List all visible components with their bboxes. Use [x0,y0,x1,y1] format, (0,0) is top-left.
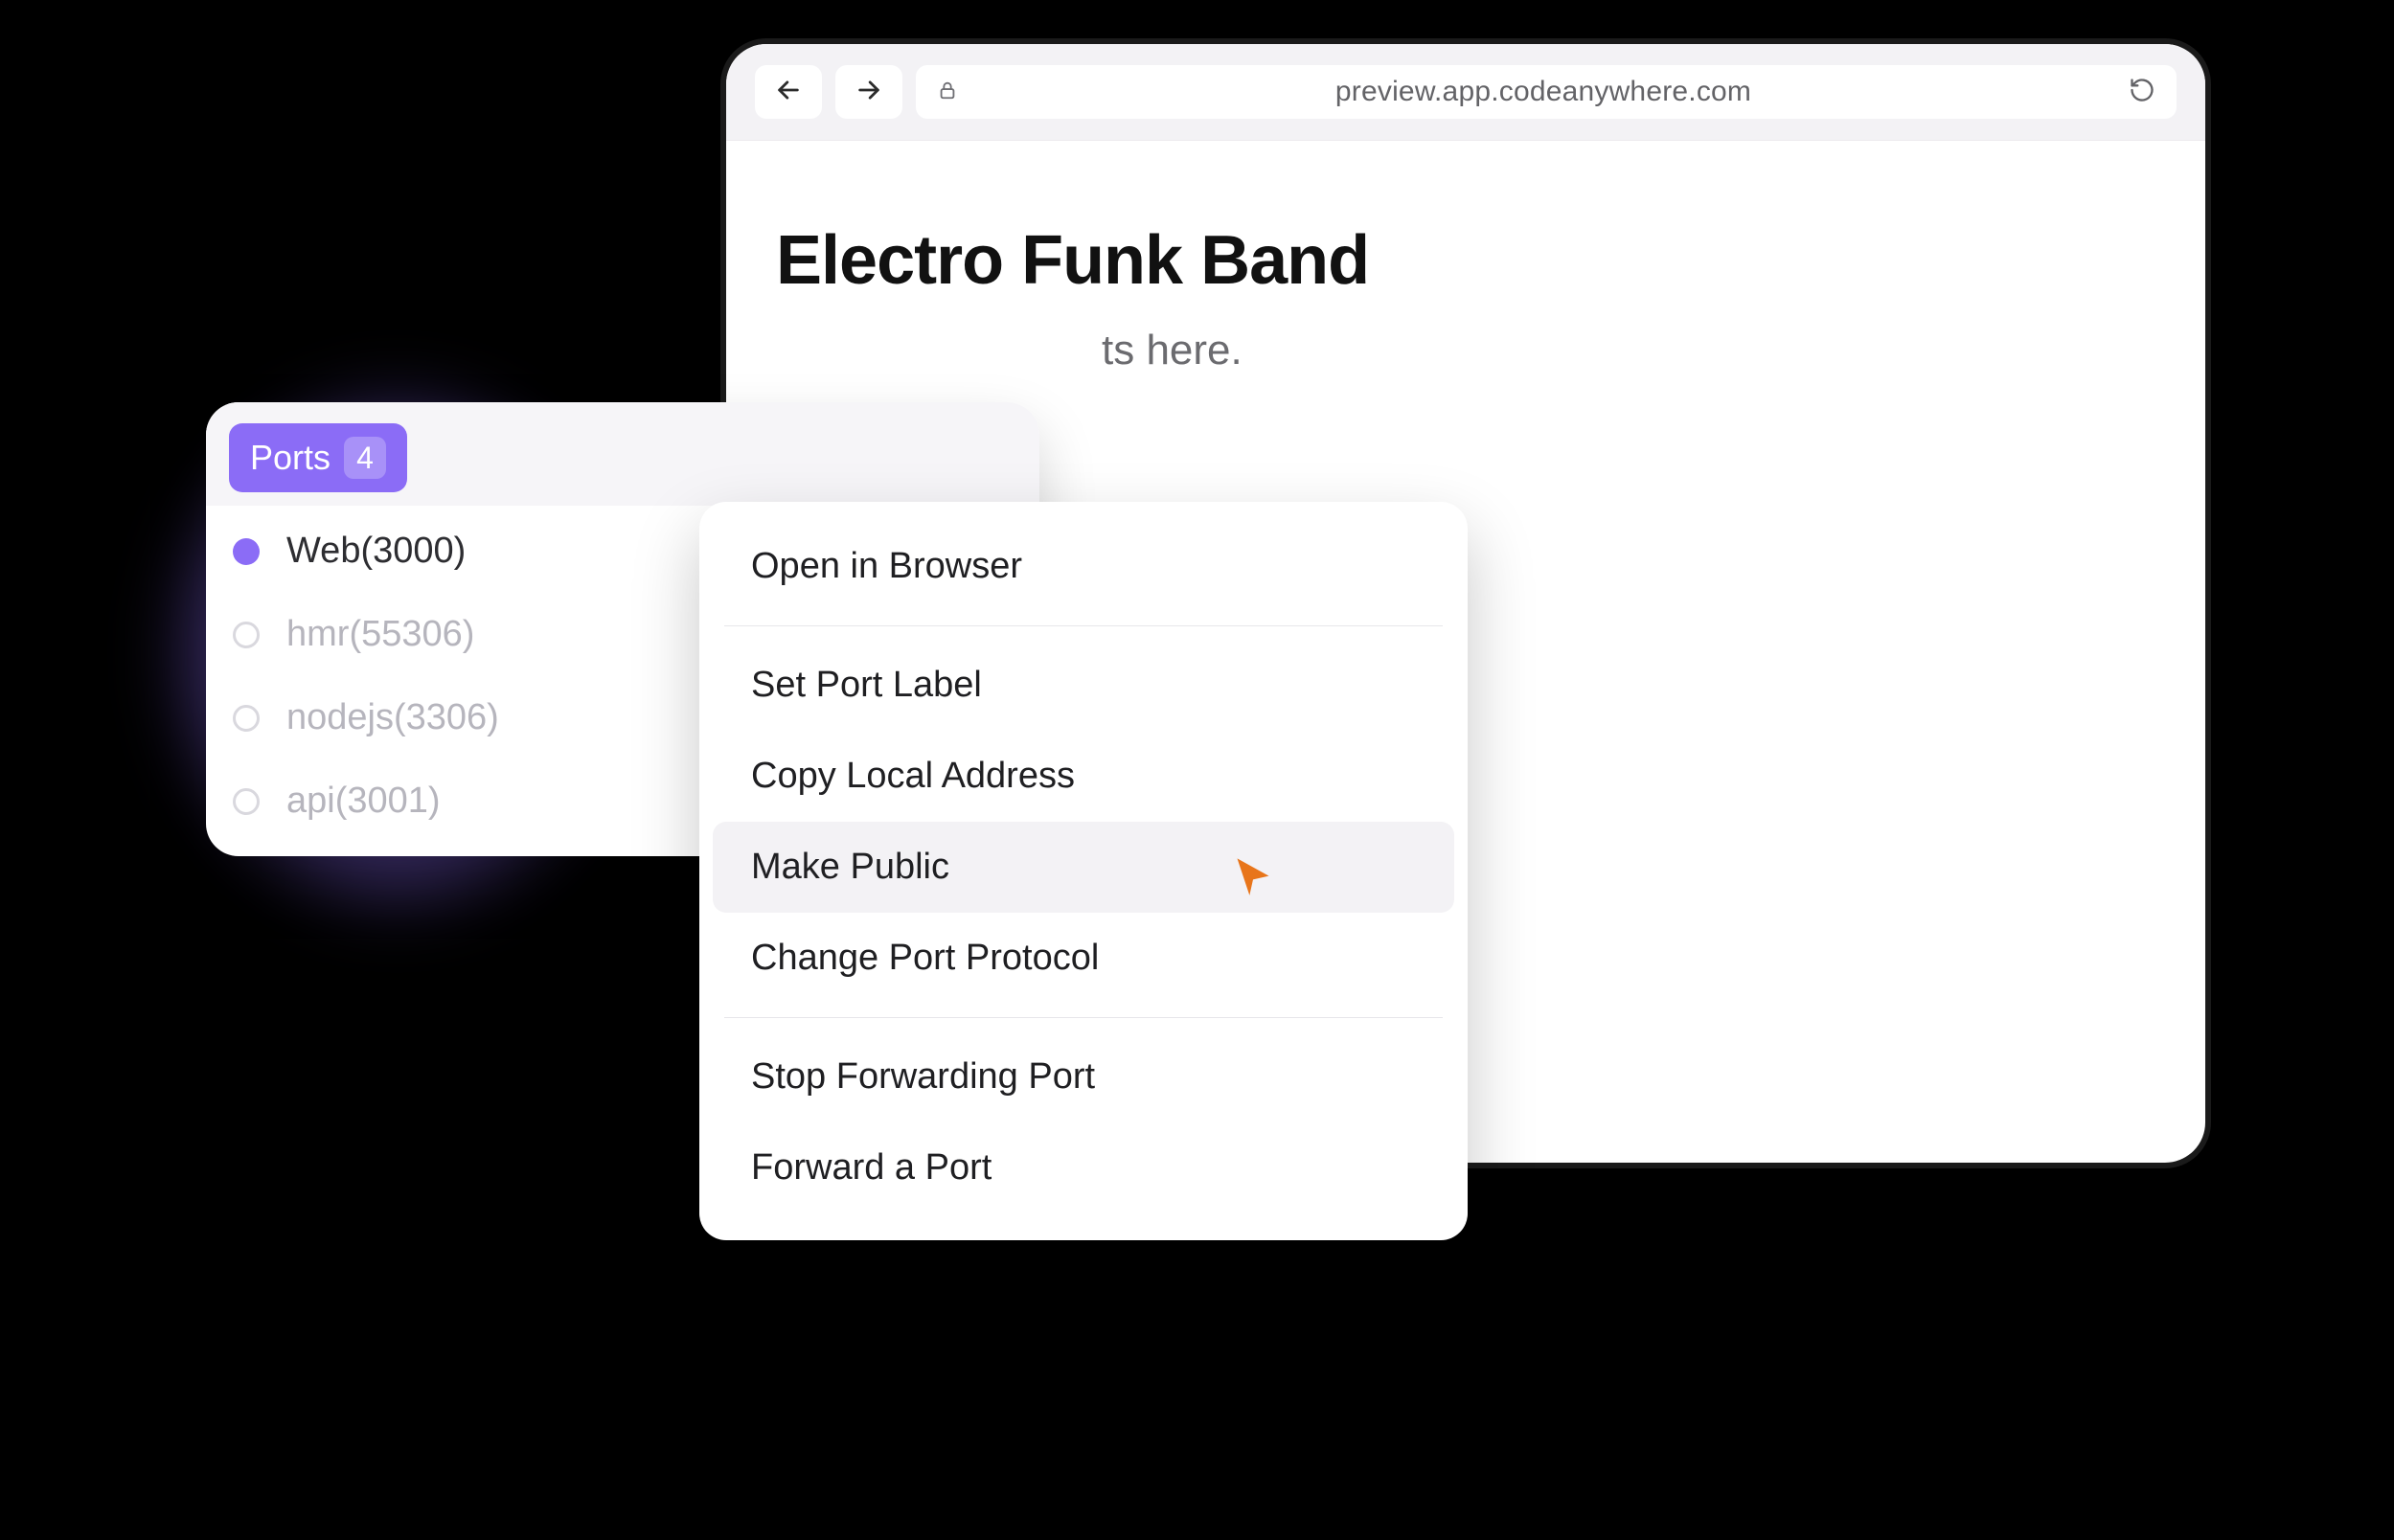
pointer-cursor-icon [1232,853,1274,899]
status-dot-icon [233,788,260,815]
ports-tab-label: Ports [250,438,331,478]
arrow-left-icon [775,77,802,108]
menu-divider [724,625,1443,626]
port-label: api(3001) [286,781,441,822]
port-label: nodejs(3306) [286,697,499,738]
menu-item[interactable]: Open in Browser [713,521,1454,612]
port-label: Web(3000) [286,531,466,572]
menu-item[interactable]: Stop Forwarding Port [713,1031,1454,1122]
url-bar[interactable]: preview.app.codeanywhere.com [916,65,2177,119]
lock-icon [937,79,958,106]
port-label: hmr(55306) [286,614,474,655]
ports-panel-header: Ports 4 [206,402,1039,506]
port-context-menu: Open in Browser Set Port LabelCopy Local … [699,502,1468,1240]
forward-button[interactable] [835,65,902,119]
status-dot-icon [233,622,260,648]
browser-toolbar: preview.app.codeanywhere.com [726,44,2205,141]
menu-item[interactable]: Copy Local Address [713,731,1454,822]
url-text: preview.app.codeanywhere.com [973,76,2113,108]
menu-item[interactable]: Change Port Protocol [713,913,1454,1004]
menu-item[interactable]: Set Port Label [713,640,1454,731]
page-title: Electro Funk Band [776,221,2155,300]
menu-item[interactable]: Forward a Port [713,1122,1454,1213]
page-subtitle-tail: ts here. [776,327,2155,374]
arrow-right-icon [855,77,882,108]
status-dot-active-icon [233,538,260,565]
status-dot-icon [233,705,260,732]
ports-count-badge: 4 [344,437,386,479]
menu-divider [724,1017,1443,1018]
back-button[interactable] [755,65,822,119]
reload-icon[interactable] [2129,77,2155,108]
ports-tab[interactable]: Ports 4 [229,423,407,492]
browser-content: Electro Funk Band ts here. [726,141,2205,417]
menu-item[interactable]: Make Public [713,822,1454,913]
